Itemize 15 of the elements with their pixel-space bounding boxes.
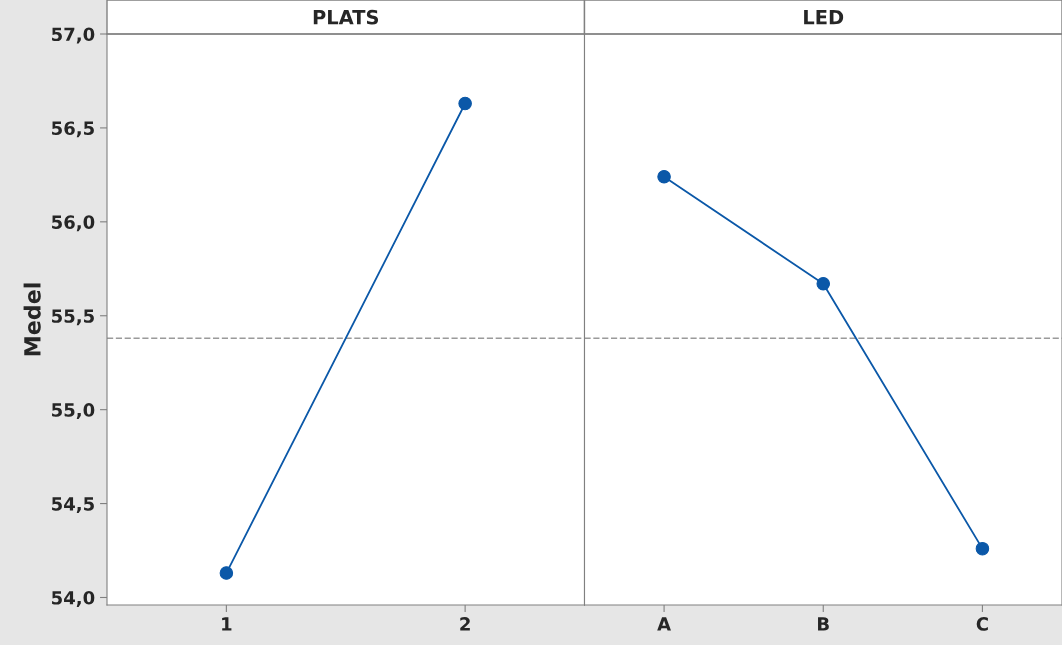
x-tick-label: C — [976, 617, 988, 631]
y-tick-label: 54,0 — [52, 590, 95, 607]
chart-title: PLATS — [313, 9, 379, 25]
y-axis-title: Medel — [23, 283, 41, 356]
y-tick-label: 54,5 — [52, 497, 94, 513]
x-tick-label: 2 — [460, 617, 470, 631]
x-tick-label: A — [657, 617, 671, 631]
chart-title: LED — [804, 10, 844, 25]
y-tick-label: 57,0 — [52, 27, 95, 44]
x-tick-label: 1 — [222, 617, 232, 631]
y-tick-label: 55,5 — [52, 309, 94, 326]
x-tick-label: B — [818, 617, 829, 631]
y-tick-label: 56,0 — [52, 215, 95, 232]
y-tick-label: 56,5 — [52, 121, 94, 138]
y-tick-label: 55,0 — [52, 403, 95, 420]
